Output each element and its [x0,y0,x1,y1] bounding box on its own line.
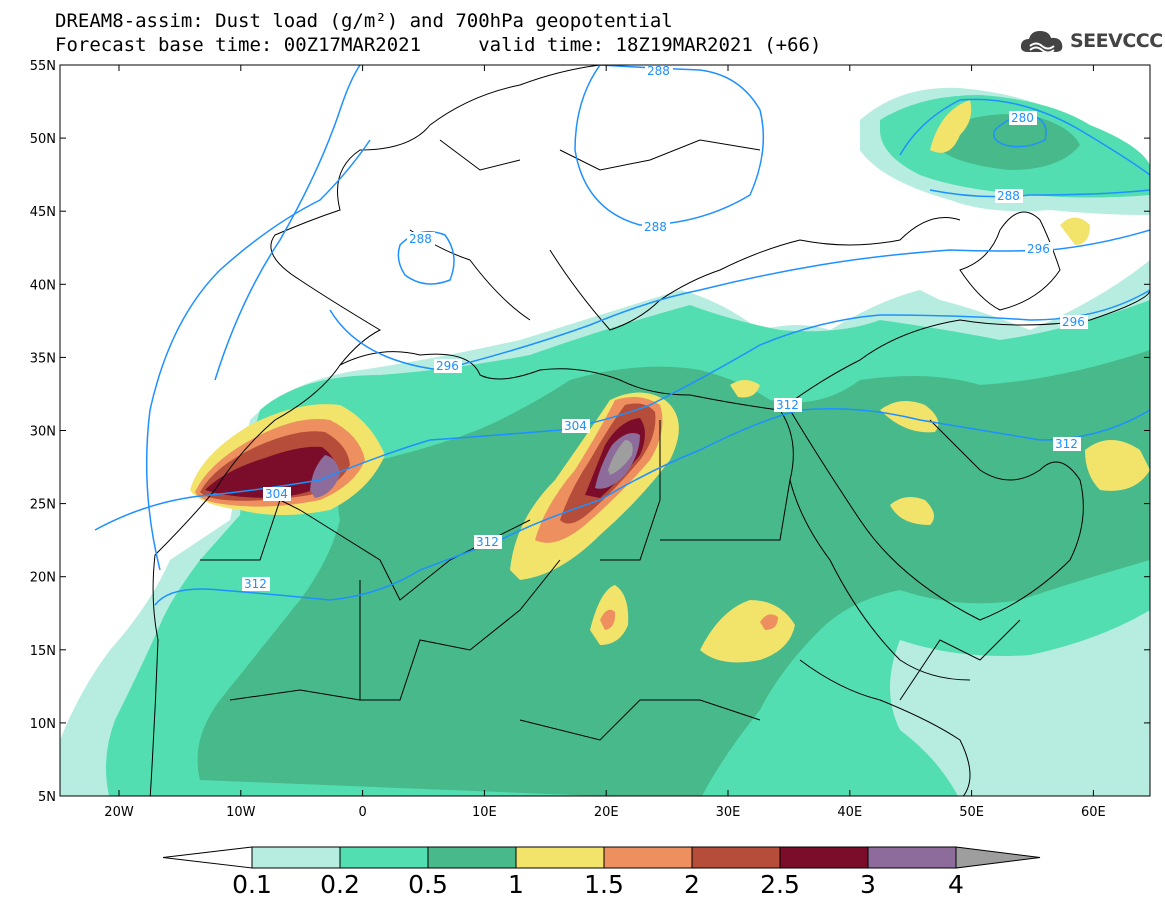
colorbar-tick-label: 2 [684,870,700,899]
contour-288-a [214,65,361,381]
lon-label: 40E [837,805,862,820]
lat-label: 15N [30,644,56,659]
lon-label: 50E [959,805,984,820]
colorbar-tick-label: 0.1 [232,870,272,899]
colorbar-tick-label: 0.2 [320,870,360,899]
colorbar-segment [251,846,341,869]
lat-label: 50N [30,132,56,147]
colorbar-tick-label: 4 [948,870,964,899]
title-line-1: DREAM8-assim: Dust load (g/m²) and 700hP… [55,10,673,32]
contour-label: 280 [1011,111,1034,125]
cloud-icon [1020,31,1063,54]
dust-band-1.5-chad [760,614,778,630]
colorbar-over-triangle [955,846,1041,869]
lat-label: 25N [30,498,56,513]
contour-label-group: 288 288 288 280 288 296 304 296 304 312 … [242,64,1088,591]
contour-label: 296 [1062,315,1085,329]
lon-label: 0 [358,805,366,820]
contour-304 [94,289,1150,531]
dust-band-1.5-libya [600,609,616,630]
colorbar-tick-label: 2.5 [760,870,800,899]
contour-label: 288 [409,232,432,246]
dust-band-3-west [310,455,340,498]
lat-label: 30N [30,425,56,440]
geopotential-contours [94,65,1150,606]
title-line-2: Forecast base time: 00Z17MAR2021 valid t… [55,34,822,56]
lat-label: 40N [30,278,56,293]
colorbar-segment [867,846,957,869]
contour-288-c [574,65,765,226]
colorbar-segment [779,846,869,869]
colorbar-segment [427,846,517,869]
lat-label: 10N [30,717,56,732]
dust-band-1-arabia [890,496,934,525]
contour-label: 288 [997,189,1020,203]
dust-band-1-oman [1085,440,1150,491]
dust-band-0.5 [197,350,1150,796]
contour-label: 312 [476,535,499,549]
contour-label: 296 [436,359,459,373]
colorbar-segment [515,846,605,869]
dust-band-2.5-west [205,446,337,498]
colorbar-segment [339,846,429,869]
lon-label: 30E [716,805,741,820]
colorbar-tick-label: 0.5 [408,870,448,899]
dust-field [60,87,1150,796]
contour-label: 288 [647,64,670,78]
lon-label: 60E [1081,805,1106,820]
logo-text: SEEVCCC [1070,30,1163,52]
colorbar-tick-label: 1.5 [584,870,624,899]
dust-band-1-iraq [880,401,939,433]
seevccc-logo: SEEVCCC [1018,26,1163,60]
colorbar-tick-label: 1 [508,870,524,899]
contour-label: 304 [564,419,587,433]
dust-band-4-central [608,440,633,475]
lon-label: 10W [226,805,256,820]
contour-label: 288 [644,220,667,234]
colorbar-tick-label: 3 [860,870,876,899]
dust-band-1-cyprus [730,380,760,398]
colorbar-segment [603,846,693,869]
lon-label: 10E [472,805,497,820]
lat-label: 20N [30,571,56,586]
contour-288-b [397,230,455,285]
colorbar-under-triangle [162,846,253,869]
colorbar-segment [691,846,781,869]
contour-288-e [929,189,1150,198]
lat-label: 55N [30,59,56,74]
contour-label: 304 [265,487,288,501]
lon-label: 20W [104,805,134,820]
colorbar: 0.1 0.2 0.5 1 1.5 2 2.5 3 4 [162,846,1041,899]
contour-label: 296 [1027,242,1050,256]
lat-label: 45N [30,205,56,220]
axis-ticks: 55N 50N 45N 40N 35N 30N 25N 20N 15N 10N 5N 20W 10W 0 1… [30,59,1150,820]
contour-312 [154,408,1150,606]
contour-label: 312 [244,577,267,591]
lat-label: 5N [38,790,56,805]
dust-band-1-caspian [1060,217,1090,245]
contour-label: 312 [776,398,799,412]
contour-288-d [899,98,1150,176]
dust-band-1-kazakh [930,100,972,153]
lat-label: 35N [30,351,56,366]
lon-label: 20E [594,805,619,820]
contour-label: 312 [1055,437,1078,451]
contour-296-a [145,139,371,571]
